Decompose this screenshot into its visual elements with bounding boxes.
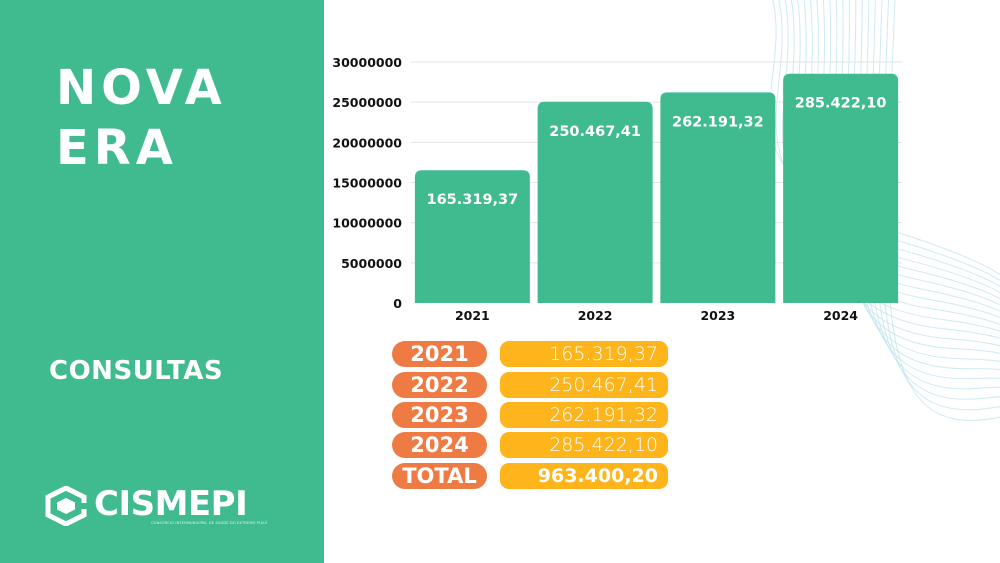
value-badge: 165.319,37 (500, 341, 668, 367)
table-row: 2022 250.467,41 (392, 372, 682, 398)
bar-2022 (537, 101, 653, 303)
bar-2024 (783, 73, 899, 304)
logo-wordmark: CISMEPI (94, 484, 248, 524)
year-badge: 2021 (392, 341, 487, 367)
chart-bars (414, 73, 899, 304)
page-title: NOVA ERA (56, 58, 227, 178)
title-line-1: NOVA (56, 60, 227, 116)
x-tick-label: 2023 (700, 308, 735, 323)
table-row: 2023 262.191,32 (392, 402, 682, 428)
bar-data-label: 250.467,41 (549, 124, 641, 140)
x-tick-label: 2024 (823, 308, 858, 323)
cismepi-logo: CISMEPI CONSÓRCIO INTERMUNICIPAL DE SAÚD… (44, 484, 284, 530)
bar-data-labels: 165.319,37 250.467,41 262.191,32 285.422,10 (427, 96, 887, 208)
bar-2021 (414, 170, 530, 303)
bar-data-label: 165.319,37 (427, 192, 519, 208)
table-row: 2021 165.319,37 (392, 341, 682, 367)
value-badge: 285.422,10 (500, 432, 668, 458)
value-badge: 250.467,41 (500, 372, 668, 398)
y-tick-label: 15000000 (332, 176, 402, 191)
y-tick-label: 25000000 (332, 95, 402, 110)
y-tick-label: 20000000 (332, 135, 402, 150)
total-value-badge: 963.400,20 (500, 463, 668, 489)
x-tick-label: 2021 (455, 308, 490, 323)
bar-data-label: 262.191,32 (672, 114, 764, 130)
x-tick-label: 2022 (578, 308, 613, 323)
left-panel: NOVA ERA CONSULTAS CISMEPI CONSÓRCIO INT… (0, 0, 324, 563)
cismepi-logo-icon (45, 486, 87, 526)
section-subtitle: CONSULTAS (49, 356, 224, 386)
bar-data-label: 285.422,10 (795, 96, 887, 112)
x-axis-ticks: 2021 2022 2023 2024 (455, 308, 858, 323)
value-badge: 262.191,32 (500, 402, 668, 428)
logo-tagline: CONSÓRCIO INTERMUNICIPAL DE SAÚDE DO EXT… (151, 521, 268, 525)
bar-2023 (660, 92, 776, 303)
title-line-2: ERA (56, 120, 178, 176)
year-badge: 2024 (392, 432, 487, 458)
y-tick-label: 5000000 (341, 256, 402, 271)
y-tick-label: 0 (393, 296, 402, 311)
bar-chart: 0 5000000 10000000 15000000 20000000 25000000… (332, 55, 902, 323)
table-row: 2024 285.422,10 (392, 432, 682, 458)
y-tick-label: 10000000 (332, 216, 402, 231)
table-total-row: TOTAL 963.400,20 (392, 463, 682, 489)
total-label-badge: TOTAL (392, 463, 487, 489)
y-tick-label: 30000000 (332, 55, 402, 70)
year-badge: 2022 (392, 372, 487, 398)
y-axis-ticks: 0 5000000 10000000 15000000 20000000 25000000… (332, 55, 402, 311)
year-badge: 2023 (392, 402, 487, 428)
